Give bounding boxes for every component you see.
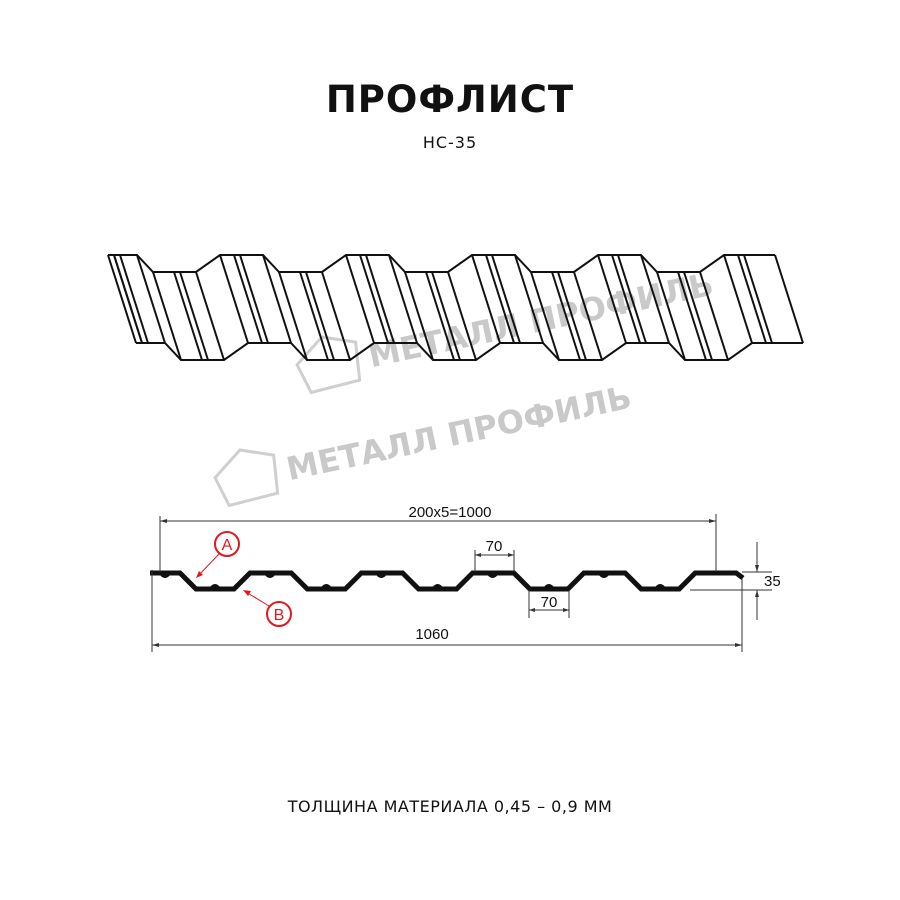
dimension-full-width: 1060: [415, 626, 448, 643]
dimension-bottom-flat: 70: [541, 594, 558, 611]
watermark-text: МЕТАЛЛ ПРОФИЛЬ: [365, 265, 717, 375]
sheet-rib-line: [611, 254, 641, 344]
sheet-fold-line: [136, 254, 166, 344]
dimension-arrows: [152, 519, 759, 647]
sheet-fold-line: [573, 271, 603, 361]
sheet-fold-line: [278, 271, 308, 361]
sheet-fold-line: [530, 271, 560, 361]
sheet-rib-line: [365, 254, 395, 344]
sheet-rib-line: [557, 271, 587, 361]
sheet-rib-line: [179, 271, 209, 361]
callout-a: A: [196, 531, 240, 578]
sheet-rib-line: [119, 254, 149, 344]
sheet-perspective-view: [107, 254, 804, 361]
sheet-fold-line: [388, 254, 418, 344]
stiffener-rib: [598, 571, 610, 578]
sheet-fold-line: [262, 254, 292, 344]
stiffener-rib: [209, 584, 221, 591]
sheet-rib-line: [491, 254, 521, 344]
sheet-fold-line: [640, 254, 670, 344]
sheet-rib-line: [551, 271, 581, 361]
stiffener-rib: [375, 571, 387, 578]
sheet-rib-line: [299, 271, 329, 361]
stiffener-rib: [543, 584, 555, 591]
sheet-rib-line: [677, 271, 707, 361]
sheet-fold-line: [321, 271, 351, 361]
sheet-rib-line: [743, 254, 773, 344]
dimension-lines: [151, 514, 772, 652]
material-thickness-note: ТОЛЩИНА МАТЕРИАЛА 0,45 – 0,9 ММ: [287, 797, 613, 816]
watermark-logo-icon: [213, 448, 280, 508]
stiffener-rib: [264, 571, 276, 578]
sheet-fold-line: [471, 254, 501, 344]
sheet-rib-line: [425, 271, 455, 361]
sheet-rib-line: [113, 254, 143, 344]
sheet-fold-line: [219, 254, 249, 344]
sheet-fold-line: [152, 271, 182, 361]
watermark-logo-top: МЕТАЛЛ ПРОФИЛЬ: [295, 265, 717, 395]
sheet-rib-line: [485, 254, 515, 344]
stiffener-rib: [159, 571, 171, 578]
sheet-fold-line: [656, 271, 686, 361]
callout-b: B: [243, 590, 292, 627]
stiffener-rib: [486, 571, 499, 578]
sheet-fold-line: [345, 254, 375, 344]
model-subtitle: НС-35: [422, 133, 478, 152]
sheet-fold-line: [514, 254, 544, 344]
sheet-fold-line: [195, 271, 225, 361]
sheet-fold-line: [723, 254, 753, 344]
sheet-fold-line: [107, 254, 137, 344]
watermark-logo-bottom: МЕТАЛЛ ПРОФИЛЬ: [213, 378, 635, 508]
sheet-cross-section: [150, 570, 745, 592]
callout-b-label: B: [274, 607, 285, 624]
dimension-pitch-total: 200x5=1000: [409, 504, 492, 521]
watermark-logo-icon: [295, 335, 362, 395]
profile-outline: [150, 570, 745, 592]
stiffener-rib: [654, 584, 666, 591]
sheet-rib-line: [683, 271, 713, 361]
sheet-top-edge: [108, 254, 775, 273]
sheet-rib-line: [737, 254, 767, 344]
sheet-rib-line: [359, 254, 389, 344]
sheet-fold-line: [447, 271, 477, 361]
watermark-text: МЕТАЛЛ ПРОФИЛЬ: [283, 378, 635, 488]
page-title: ПРОФЛИСТ: [325, 78, 575, 121]
stiffener-rib: [431, 584, 444, 591]
sheet-rib-line: [233, 254, 263, 344]
sheet-rib-line: [239, 254, 269, 344]
dimension-top-flat: 70: [486, 538, 503, 555]
stiffener-rib: [320, 584, 332, 591]
callout-a-label: A: [222, 537, 233, 554]
sheet-fold-line: [597, 254, 627, 344]
sheet-bottom-edge: [136, 342, 803, 361]
sheet-rib-line: [305, 271, 335, 361]
sheet-fold-line: [774, 254, 804, 344]
sheet-rib-line: [431, 271, 461, 361]
sheet-rib-line: [173, 271, 203, 361]
sheet-fold-line: [699, 271, 729, 361]
sheet-fold-line: [404, 271, 434, 361]
sheet-rib-line: [617, 254, 647, 344]
dimension-height: 35: [764, 573, 781, 590]
